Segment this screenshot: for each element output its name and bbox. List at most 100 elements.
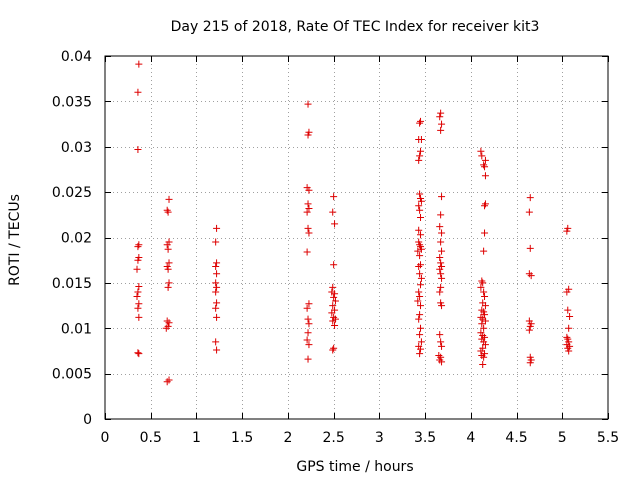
data-point-plus: [416, 331, 424, 339]
data-point-plus: [414, 297, 422, 305]
data-point-plus: [478, 320, 486, 328]
data-point-plus: [304, 200, 312, 208]
x-tick-label: 5: [558, 430, 567, 446]
y-tick-label: 0.005: [52, 367, 92, 383]
data-point-plus: [479, 279, 487, 287]
data-point-plus: [417, 338, 425, 346]
data-point-plus: [213, 270, 221, 278]
x-tick-label: 1.5: [231, 430, 253, 446]
data-point-plus: [563, 333, 571, 341]
data-point-plus: [304, 355, 312, 363]
y-tick-label: 0.035: [52, 94, 92, 110]
data-point-plus: [415, 202, 423, 210]
data-point-plus: [135, 300, 143, 308]
data-point-plus: [415, 226, 423, 234]
y-tick-label: 0: [83, 412, 92, 428]
data-point-plus: [304, 131, 312, 139]
data-point-plus: [417, 261, 425, 269]
data-point-plus: [304, 315, 312, 323]
data-point-plus: [416, 206, 424, 214]
data-point-plus: [329, 317, 337, 325]
data-point-plus: [165, 376, 173, 384]
x-tick-label: 3.5: [414, 430, 436, 446]
data-point-plus: [480, 324, 488, 332]
x-tick-label: 4: [466, 430, 475, 446]
data-point-plus: [417, 345, 425, 353]
data-point-plus: [134, 304, 142, 312]
data-point-plus: [135, 60, 143, 68]
data-point-plus: [212, 304, 220, 312]
data-point-plus: [303, 336, 311, 344]
data-point-plus: [213, 283, 221, 291]
data-point-plus: [438, 193, 446, 201]
data-point-plus: [416, 350, 424, 358]
data-point-plus: [212, 238, 220, 246]
data-point-plus: [331, 297, 339, 305]
data-point-plus: [438, 274, 446, 282]
data-point-plus: [134, 349, 142, 357]
data-point-plus: [328, 309, 336, 317]
data-point-plus: [481, 229, 489, 237]
data-point-plus: [134, 88, 142, 96]
data-point-plus: [163, 206, 171, 214]
data-point-plus: [135, 313, 143, 321]
data-point-plus: [303, 304, 311, 312]
data-point-plus: [481, 292, 489, 300]
data-point-plus: [304, 329, 312, 337]
x-tick-label: 5.5: [597, 430, 619, 446]
data-point-plus: [481, 202, 489, 210]
y-tick-label: 0.04: [61, 49, 92, 65]
data-point-plus: [417, 231, 425, 239]
data-point-plus: [417, 302, 425, 310]
data-point-plus: [481, 311, 489, 319]
data-points: [133, 60, 574, 386]
data-point-plus: [438, 120, 446, 128]
data-point-plus: [163, 241, 171, 249]
data-point-plus: [164, 265, 172, 273]
data-point-plus: [477, 147, 485, 155]
data-point-plus: [329, 208, 337, 216]
data-point-plus: [305, 186, 313, 194]
data-point-plus: [305, 229, 313, 237]
data-point-plus: [566, 312, 574, 320]
data-point-plus: [416, 119, 424, 127]
x-tick-label: 4.5: [505, 430, 527, 446]
data-point-plus: [436, 356, 444, 364]
data-point-plus: [165, 279, 173, 287]
data-point-plus: [436, 113, 444, 121]
data-point-plus: [212, 288, 220, 296]
data-point-plus: [417, 281, 425, 289]
y-tick-label: 0.025: [52, 185, 92, 201]
data-point-plus: [416, 311, 424, 319]
data-point-plus: [414, 247, 422, 255]
data-point-plus: [479, 361, 487, 369]
data-point-plus: [163, 317, 171, 325]
data-point-plus: [438, 229, 446, 237]
data-point-plus: [134, 145, 142, 153]
data-point-plus: [416, 270, 424, 278]
data-point-plus: [331, 220, 339, 228]
data-point-plus: [304, 100, 312, 108]
grid-lines: [105, 56, 608, 419]
data-point-plus: [415, 135, 423, 143]
data-point-plus: [134, 243, 142, 251]
data-point-plus: [329, 302, 337, 310]
axis-ticks: 0 0.5 1 1.5 2 2.5 3 3.5 4 4.5 5 5.5 0 0.005 0.01 0.015 0…: [52, 49, 619, 446]
data-point-plus: [213, 224, 221, 232]
y-tick-label: 0.01: [61, 321, 92, 337]
data-point-plus: [480, 288, 488, 296]
data-point-plus: [135, 241, 143, 249]
data-point-plus: [417, 214, 425, 222]
data-point-plus: [565, 324, 573, 332]
data-point-plus: [135, 283, 143, 291]
data-point-plus: [416, 292, 424, 300]
data-point-plus: [213, 313, 221, 321]
data-point-plus: [526, 359, 534, 367]
plot-frame: [104, 55, 609, 420]
data-point-plus: [525, 326, 533, 334]
data-point-plus: [481, 317, 489, 325]
data-point-plus: [481, 172, 489, 180]
data-point-plus: [416, 252, 424, 260]
y-tick-label: 0.02: [61, 231, 92, 247]
